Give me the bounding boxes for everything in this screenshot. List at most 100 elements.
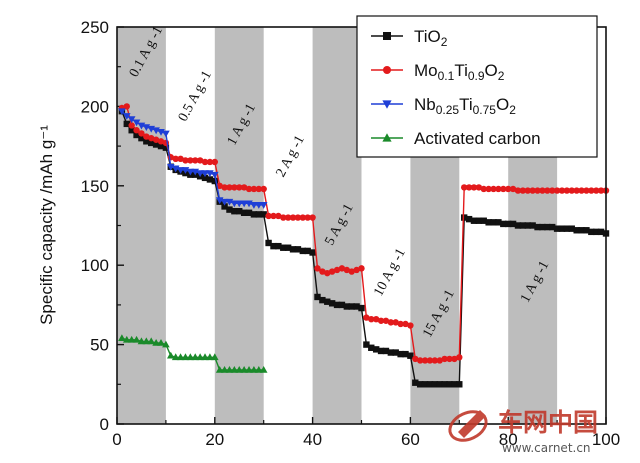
data-point	[534, 187, 541, 194]
data-point	[245, 209, 253, 216]
series-2	[118, 108, 268, 209]
data-point	[553, 187, 561, 194]
data-point	[221, 203, 228, 210]
data-point	[333, 266, 341, 274]
data-point	[186, 353, 195, 361]
data-point	[201, 170, 209, 178]
data-point	[284, 214, 292, 221]
data-point	[187, 157, 194, 164]
data-point	[363, 341, 370, 348]
data-point	[343, 266, 351, 274]
x-tick-label: 0	[112, 430, 121, 449]
data-point	[446, 355, 453, 363]
data-point	[280, 244, 287, 251]
legend-box	[356, 15, 598, 158]
data-point	[578, 227, 585, 234]
data-point	[176, 353, 185, 361]
data-point	[275, 242, 282, 250]
data-point	[280, 214, 287, 221]
data-point	[328, 300, 336, 307]
data-point	[157, 142, 165, 150]
data-point	[162, 340, 170, 348]
data-point	[148, 134, 155, 142]
x-tick-label: 80	[499, 430, 518, 449]
data-point	[441, 381, 448, 388]
data-point	[245, 185, 253, 193]
data-point	[465, 215, 473, 223]
data-point	[138, 130, 145, 137]
data-point	[245, 366, 253, 373]
data-point	[451, 355, 458, 363]
data-point	[377, 317, 385, 324]
data-point	[509, 220, 517, 228]
data-point	[137, 337, 146, 345]
data-point	[519, 187, 527, 194]
legend-text-part: Activated carbon	[414, 129, 541, 148]
legend-text-part: TiO	[414, 27, 441, 46]
data-point	[250, 185, 258, 193]
legend-marker	[382, 133, 392, 142]
data-point	[122, 335, 131, 343]
data-point	[534, 223, 541, 231]
data-point	[299, 214, 307, 221]
data-point	[215, 366, 224, 373]
data-point	[583, 227, 590, 234]
watermark-url: www.carnet.cn	[502, 441, 591, 455]
data-point	[338, 301, 346, 309]
data-point	[255, 366, 263, 373]
data-point	[441, 355, 448, 363]
data-point	[416, 381, 424, 388]
data-point	[172, 155, 179, 163]
data-point	[211, 171, 219, 179]
data-point	[182, 157, 189, 164]
legend-text-part: 0.25	[436, 103, 460, 117]
data-point	[314, 265, 321, 272]
data-point	[456, 381, 463, 388]
data-point	[412, 355, 419, 363]
data-point	[127, 335, 136, 343]
data-point	[211, 177, 218, 185]
x-tick-label: 60	[401, 430, 420, 449]
data-point	[284, 244, 292, 251]
y-tick-label: 100	[81, 256, 109, 275]
data-point	[397, 350, 404, 358]
data-point	[157, 138, 165, 145]
data-point	[509, 185, 517, 193]
legend-text-part: 2	[509, 103, 516, 117]
data-point	[529, 187, 536, 194]
data-point	[387, 319, 395, 326]
data-point	[240, 366, 248, 373]
rate-label: 2 A g -1	[274, 133, 308, 180]
data-point	[475, 217, 483, 224]
data-point	[201, 158, 209, 166]
y-tick-label: 200	[81, 97, 109, 116]
data-point	[353, 266, 360, 274]
data-point	[573, 187, 580, 194]
data-point	[553, 225, 561, 232]
data-point	[597, 228, 605, 236]
data-point	[480, 185, 487, 193]
data-point	[221, 184, 228, 191]
data-point	[529, 222, 536, 229]
rate-label: 0.5 A g -1	[176, 68, 215, 124]
data-point	[412, 379, 419, 386]
data-point	[328, 268, 336, 275]
data-point	[166, 351, 175, 359]
data-point	[392, 319, 399, 326]
data-point	[485, 219, 492, 226]
data-point	[240, 209, 248, 216]
data-point	[162, 130, 170, 138]
data-point	[583, 187, 590, 194]
data-point	[324, 298, 331, 305]
data-point	[348, 268, 355, 275]
data-point	[250, 202, 258, 209]
data-point	[143, 138, 150, 145]
data-point	[368, 315, 375, 323]
data-point	[196, 353, 204, 361]
data-point	[372, 346, 380, 353]
data-point	[152, 136, 160, 143]
data-point	[196, 157, 204, 164]
rate-label: 10 A g -1	[371, 246, 409, 299]
data-point	[324, 269, 331, 277]
data-point	[421, 357, 429, 364]
